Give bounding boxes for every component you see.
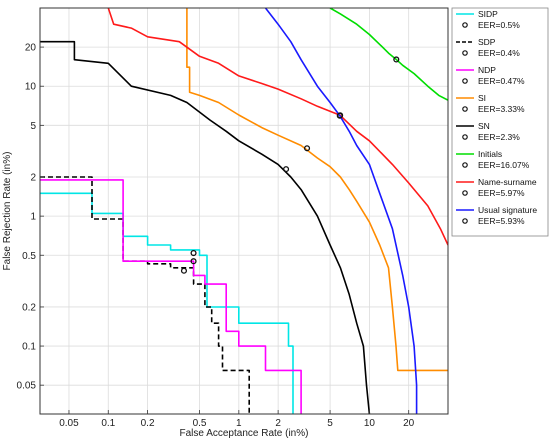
legend-eer-label-sidp: EER=0.5% xyxy=(478,20,520,30)
legend-label-ndp: NDP xyxy=(478,65,496,75)
y-tick-label: 0.5 xyxy=(22,251,36,262)
y-tick-label: 0.05 xyxy=(17,381,37,392)
legend-eer-label-ndp: EER=0.47% xyxy=(478,76,525,86)
y-axis-ticks: 0.05 0.1 0.2 0.5 1 2 5 10 20 xyxy=(17,43,44,392)
x-tick-label: 0.1 xyxy=(101,418,115,429)
legend-box xyxy=(451,7,549,237)
x-tick-label: 0.05 xyxy=(59,418,79,429)
legend-label-initials: Initials xyxy=(478,149,502,159)
eer-marker-ndp xyxy=(190,258,197,265)
legend-label-sdp: SDP xyxy=(478,37,496,47)
eer-markers xyxy=(180,56,400,274)
series-line-sn xyxy=(40,40,371,414)
legend: SIDPEER=0.5%SDPEER=0.4%NDPEER=0.47%SIEER… xyxy=(451,7,549,237)
eer-marker-sn xyxy=(283,166,290,173)
legend-eer-label-initials: EER=16.07% xyxy=(478,160,530,170)
legend-eer-marker-ndp xyxy=(462,78,468,84)
series-line-name-surname xyxy=(107,8,448,246)
x-tick-label: 10 xyxy=(364,418,376,429)
x-axis-label: False Acceptance Rate (in%) xyxy=(180,428,309,439)
x-tick-label: 2 xyxy=(275,418,281,429)
legend-eer-marker-sdp xyxy=(462,50,468,56)
eer-marker-sidp xyxy=(190,249,197,257)
plot-frame xyxy=(39,7,449,415)
y-tick-label: 0.1 xyxy=(22,342,36,353)
y-tick-label: 2 xyxy=(30,173,36,184)
y-tick-label: 5 xyxy=(30,121,36,132)
y-tick-label: 0.2 xyxy=(22,302,36,313)
legend-eer-label-sdp: EER=0.4% xyxy=(478,48,520,58)
series-line-initials xyxy=(329,8,448,101)
series-line-si xyxy=(186,8,448,372)
legend-label-name-surname: Name-surname xyxy=(478,177,537,187)
series-layer xyxy=(40,8,448,414)
legend-eer-marker-name-surname xyxy=(462,190,468,196)
eer-marker-usual-signature xyxy=(336,112,343,119)
series-line-ndp xyxy=(40,179,302,414)
legend-eer-label-si: EER=3.33% xyxy=(478,104,525,114)
eer-marker-initials xyxy=(393,56,400,63)
y-tick-label: 20 xyxy=(25,43,37,54)
legend-eer-marker-sidp xyxy=(462,22,468,28)
x-tick-label: 20 xyxy=(403,418,415,429)
x-tick-label: 0.5 xyxy=(193,418,207,429)
legend-label-si: SI xyxy=(478,93,486,103)
x-tick-label: 1 xyxy=(236,418,242,429)
y-axis-label: False Rejection Rate (in%) xyxy=(2,152,13,271)
eer-marker-si xyxy=(303,145,311,152)
y-tick-label: 10 xyxy=(25,82,37,93)
series-line-usual-signature xyxy=(264,8,418,414)
legend-eer-label-usual-signature: EER=5.93% xyxy=(478,216,525,226)
y-tick-label: 1 xyxy=(30,212,36,223)
legend-eer-marker-initials xyxy=(462,162,468,168)
legend-eer-marker-sn xyxy=(462,134,468,140)
legend-eer-marker-usual-signature xyxy=(462,218,468,224)
x-axis-ticks: 0.05 0.1 0.2 0.5 1 2 5 10 20 xyxy=(59,410,415,429)
legend-eer-marker-si xyxy=(462,106,468,112)
legend-label-sn: SN xyxy=(478,121,490,131)
x-tick-label: 5 xyxy=(327,418,333,429)
x-tick-label: 0.2 xyxy=(141,418,155,429)
legend-eer-label-name-surname: EER=5.97% xyxy=(478,188,525,198)
eer-marker-sdp xyxy=(180,267,188,274)
legend-eer-label-sn: EER=2.3% xyxy=(478,132,520,142)
legend-label-usual-signature: Usual signature xyxy=(478,205,537,215)
legend-label-sidp: SIDP xyxy=(478,9,498,19)
